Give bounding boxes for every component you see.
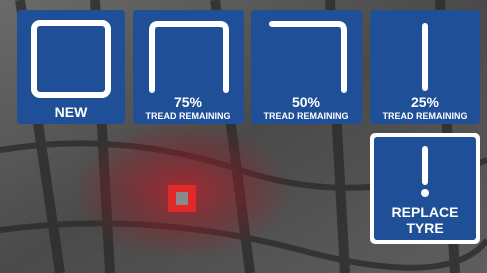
warning-line: TYRE [406,220,443,236]
wear-marker-center [176,192,188,205]
tile-50: 50% TREAD REMAINING [251,10,362,124]
tile-25: 25% TREAD REMAINING [370,10,480,124]
warning-line: REPLACE [392,204,459,220]
tile-caption: TREAD REMAINING [383,111,468,121]
tile-label: NEW [55,104,88,120]
tile-percent: 25% [411,94,440,110]
scene: NEW 75% TREAD REMAINING 50% TREAD REMAIN… [0,0,487,273]
tile-percent: 75% [174,94,203,110]
tile-percent: 50% [292,94,321,110]
tile-75: 75% TREAD REMAINING [133,10,244,124]
warning-icon-dot [421,189,429,197]
page: NEW 75% TREAD REMAINING 50% TREAD REMAIN… [0,0,487,273]
tile-caption: TREAD REMAINING [264,111,349,121]
tile-new: NEW [17,10,125,124]
tile-replace: REPLACE TYRE [370,133,480,244]
tile-caption: TREAD REMAINING [146,111,231,121]
